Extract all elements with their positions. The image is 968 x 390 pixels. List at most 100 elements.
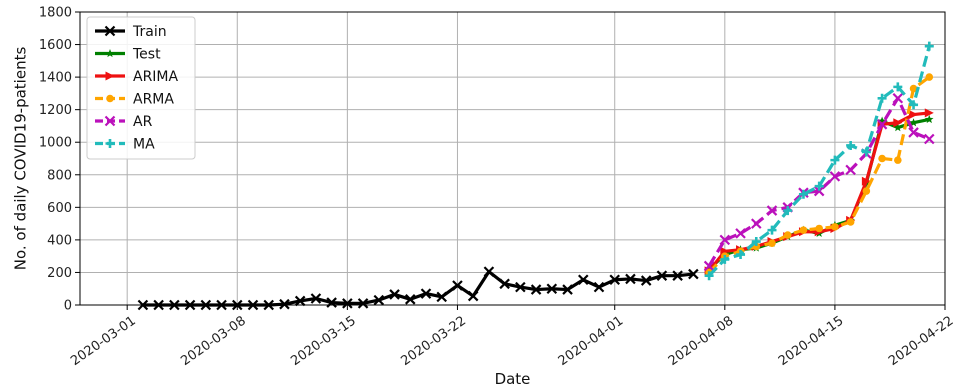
legend-marker-ma xyxy=(105,139,115,148)
legend-marker-ar xyxy=(104,115,116,127)
data-point-ar xyxy=(923,133,935,145)
data-point-train xyxy=(452,280,463,291)
data-point-ma xyxy=(798,189,808,199)
legend-label-arima: ARIMA xyxy=(133,69,179,85)
data-point-train xyxy=(593,281,605,293)
y-tick-label: 1200 xyxy=(39,103,72,118)
x-axis-label: Date xyxy=(495,370,531,388)
data-point-train xyxy=(404,294,416,305)
y-axis-label: No. of daily COVID19-patients xyxy=(11,47,29,271)
data-point-train xyxy=(609,274,621,286)
data-point-ma xyxy=(720,254,730,264)
legend-label-ma: MA xyxy=(133,137,155,153)
y-tick-label: 1600 xyxy=(39,38,72,53)
data-point-ma xyxy=(861,147,871,157)
data-point-ma xyxy=(846,140,856,150)
data-point-train xyxy=(562,284,573,295)
y-tick-label: 800 xyxy=(47,168,72,183)
legend-item-arima: ARIMA xyxy=(95,69,179,85)
legend-marker-arima xyxy=(105,71,115,81)
data-point-test xyxy=(877,116,887,125)
data-point-train xyxy=(279,298,290,310)
data-point-arima xyxy=(861,176,871,186)
data-point-arima xyxy=(909,110,919,120)
series-line-ar xyxy=(707,96,930,267)
y-axis: 0 200 400 600 800 1000 1200 1400 1600 1800 xyxy=(39,6,80,314)
legend-marker-train xyxy=(104,25,116,37)
data-point-arima xyxy=(924,108,934,118)
data-point-train xyxy=(420,288,432,299)
data-point-ar xyxy=(876,119,888,130)
data-point-train xyxy=(467,290,479,302)
data-point-arma xyxy=(894,156,902,164)
legend-item-test: Test xyxy=(95,47,161,63)
y-tick-label: 1400 xyxy=(39,71,72,86)
data-point-arma xyxy=(831,223,839,231)
data-point-ma xyxy=(704,271,714,281)
data-point-train xyxy=(656,270,668,281)
data-point-arma xyxy=(862,187,871,195)
legend-label-arma: ARMA xyxy=(133,92,174,108)
data-point-ma xyxy=(924,41,934,51)
y-tick-label: 1000 xyxy=(39,136,72,151)
data-point-ma xyxy=(877,93,887,103)
legend-label-ar: AR xyxy=(133,114,153,130)
data-point-ma xyxy=(909,100,919,110)
data-point-arma xyxy=(925,73,934,81)
data-point-test xyxy=(909,118,918,127)
data-point-train xyxy=(530,284,542,295)
data-point-arma xyxy=(909,84,918,93)
y-tick-label: 400 xyxy=(47,233,72,248)
series-ma xyxy=(704,41,934,281)
data-point-ma xyxy=(736,250,746,260)
data-point-ma xyxy=(814,181,824,191)
data-point-ar xyxy=(766,205,778,216)
data-point-train xyxy=(436,291,448,303)
data-point-train xyxy=(625,273,636,285)
data-point-ar xyxy=(735,228,746,239)
legend-label-test: Test xyxy=(132,47,161,63)
data-point-ma xyxy=(751,237,761,247)
data-point-arma xyxy=(783,231,792,239)
data-point-train xyxy=(483,266,495,277)
data-point-arma xyxy=(846,218,855,226)
data-point-ma xyxy=(767,225,777,235)
data-point-train xyxy=(499,278,510,290)
data-point-ar xyxy=(908,127,919,138)
data-point-train xyxy=(515,281,526,293)
y-tick-label: 1800 xyxy=(39,6,72,21)
data-point-train xyxy=(357,298,369,309)
data-point-train xyxy=(389,289,400,300)
data-point-ma xyxy=(830,155,840,165)
legend-marker-arma xyxy=(106,94,114,103)
data-point-ar xyxy=(813,185,825,197)
data-point-arima xyxy=(893,118,903,128)
legend-marker-test xyxy=(105,49,115,58)
plot-frame xyxy=(79,11,946,306)
data-point-train xyxy=(640,275,652,286)
data-point-test xyxy=(924,114,934,124)
legend-item-ma: MA xyxy=(95,137,155,153)
data-point-train xyxy=(310,293,322,304)
legend-item-train: Train xyxy=(95,24,167,40)
data-point-ar xyxy=(892,92,904,104)
data-point-train xyxy=(294,295,306,307)
data-point-ma xyxy=(893,82,903,92)
data-point-arma xyxy=(815,224,823,233)
data-point-test xyxy=(893,123,903,132)
data-point-train xyxy=(672,270,683,281)
data-point-arma xyxy=(768,239,776,247)
data-point-train xyxy=(373,294,385,306)
data-point-ar xyxy=(719,234,731,246)
data-point-train xyxy=(326,297,337,308)
data-point-ma xyxy=(783,206,793,216)
data-point-train xyxy=(342,298,353,309)
data-point-ar xyxy=(845,164,856,176)
legend-label-train: Train xyxy=(132,24,167,40)
data-point-train xyxy=(688,268,699,280)
data-point-train xyxy=(546,283,558,294)
y-tick-label: 200 xyxy=(47,266,72,281)
